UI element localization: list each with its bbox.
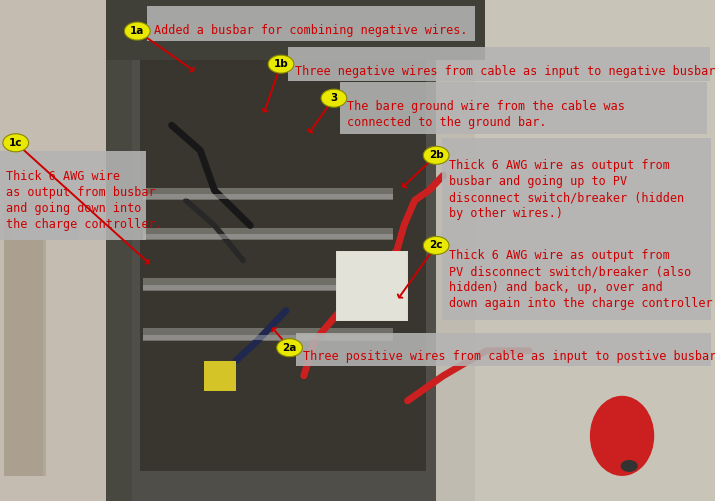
FancyBboxPatch shape [4,215,43,476]
FancyBboxPatch shape [147,6,475,41]
Text: Thick 6 AWG wire as output from
PV disconnect switch/breaker (also
hidden) and b: Thick 6 AWG wire as output from PV disco… [449,249,715,311]
FancyBboxPatch shape [132,0,440,501]
FancyBboxPatch shape [106,0,140,501]
Circle shape [321,89,347,107]
FancyBboxPatch shape [143,234,393,239]
Text: 2c: 2c [430,240,443,250]
FancyBboxPatch shape [337,252,406,320]
FancyBboxPatch shape [204,361,236,391]
Circle shape [423,236,449,255]
FancyBboxPatch shape [106,0,485,60]
Text: Three negative wires from cable as input to negative busbar.: Three negative wires from cable as input… [295,65,715,78]
FancyBboxPatch shape [14,210,79,240]
FancyBboxPatch shape [296,333,711,366]
Text: 3: 3 [330,93,337,103]
Text: 2b: 2b [429,150,443,160]
FancyBboxPatch shape [336,250,408,321]
FancyBboxPatch shape [143,328,393,341]
Text: Thick 6 AWG wire as output from
busbar and going up to PV
disconnect switch/brea: Thick 6 AWG wire as output from busbar a… [449,159,684,220]
FancyBboxPatch shape [288,47,710,81]
FancyBboxPatch shape [4,200,46,476]
FancyBboxPatch shape [143,194,393,199]
Circle shape [423,146,449,164]
Text: Three positive wires from cable as input to postive busbar.: Three positive wires from cable as input… [303,350,715,363]
FancyBboxPatch shape [0,151,146,240]
FancyBboxPatch shape [143,285,393,290]
Text: Added a busbar for combining negative wires.: Added a busbar for combining negative wi… [154,24,468,37]
Text: 1b: 1b [274,59,288,69]
Text: 1c: 1c [9,138,22,148]
Text: 1a: 1a [130,26,144,36]
Text: 2a: 2a [282,343,297,353]
Circle shape [124,22,150,40]
Ellipse shape [590,396,654,476]
Circle shape [621,460,638,472]
FancyBboxPatch shape [140,30,426,471]
Circle shape [268,55,294,73]
FancyBboxPatch shape [0,0,111,501]
FancyBboxPatch shape [143,278,393,291]
FancyBboxPatch shape [436,0,479,501]
FancyBboxPatch shape [143,335,393,340]
FancyBboxPatch shape [475,0,715,501]
Circle shape [277,339,302,357]
FancyBboxPatch shape [204,361,236,391]
FancyBboxPatch shape [143,228,393,240]
FancyBboxPatch shape [442,138,711,230]
Text: The bare ground wire from the cable was
connected to the ground bar.: The bare ground wire from the cable was … [347,100,626,129]
FancyBboxPatch shape [340,82,707,134]
FancyBboxPatch shape [442,228,711,320]
Circle shape [3,134,29,152]
FancyBboxPatch shape [143,188,393,200]
Text: Thick 6 AWG wire
as output from busbar
and going down into
the charge controller: Thick 6 AWG wire as output from busbar a… [6,170,162,231]
